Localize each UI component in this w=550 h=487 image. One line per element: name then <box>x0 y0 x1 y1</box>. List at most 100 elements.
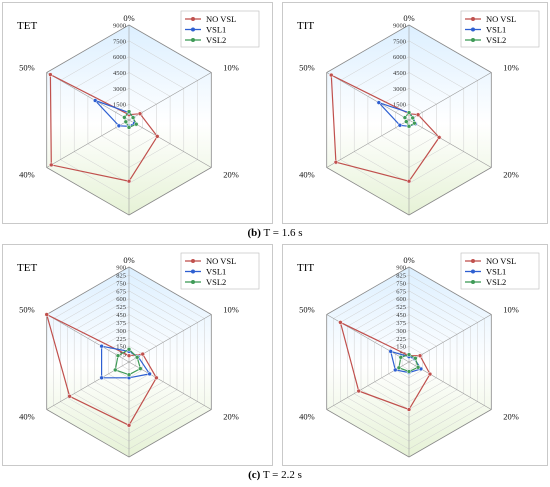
category-label: 40% <box>19 170 35 180</box>
category-label: 0% <box>123 13 134 23</box>
legend-label-vsl2: VSL2 <box>206 35 226 45</box>
category-label: 10% <box>503 305 519 315</box>
data-point-no-vsl <box>49 162 54 168</box>
tick-label: 450 <box>396 312 406 319</box>
category-label: 20% <box>223 412 239 422</box>
tick-label: 375 <box>396 320 406 327</box>
data-point-no-vsl <box>329 72 334 78</box>
data-point-vsl2 <box>130 115 136 120</box>
tick-label: 900 <box>396 265 406 272</box>
data-point-no-vsl <box>356 388 361 394</box>
legend-marker-no-vsl <box>191 259 195 263</box>
tick-label: 4500 <box>393 70 406 77</box>
tick-label: 825 <box>396 272 406 279</box>
chart-title: TET <box>17 262 37 274</box>
tick-label: 300 <box>396 328 406 335</box>
tick-label: 825 <box>116 272 126 279</box>
tick-label: 600 <box>116 296 126 303</box>
tick-label: 450 <box>116 312 126 319</box>
data-point-vsl1 <box>397 123 403 128</box>
tick-label: 225 <box>396 336 406 343</box>
tick-label: 750 <box>396 280 406 287</box>
category-label: 20% <box>503 170 519 180</box>
data-point-vsl2 <box>126 372 132 377</box>
data-point-vsl2 <box>115 353 121 358</box>
data-point-no-vsl <box>126 353 132 358</box>
caption-b-letter: (b) <box>247 227 261 239</box>
data-point-no-vsl <box>126 423 132 428</box>
legend-marker-vsl2 <box>471 280 475 284</box>
legend-marker-vsl2 <box>191 38 195 42</box>
data-point-no-vsl <box>154 375 159 381</box>
data-point-vsl1 <box>92 98 98 103</box>
radar-spoke <box>326 119 410 168</box>
tick-label: 1500 <box>113 102 126 109</box>
legend-label-vsl1: VSL1 <box>206 267 226 277</box>
legend-marker-vsl1 <box>191 269 195 274</box>
legend-label-no-vsl: NO VSL <box>206 256 236 266</box>
tick-label: 600 <box>396 296 406 303</box>
tick-label: 6000 <box>393 54 406 61</box>
data-point-no-vsl <box>417 353 423 358</box>
chart-title: TIT <box>297 20 314 32</box>
data-point-vsl1 <box>393 367 398 373</box>
category-label: 20% <box>223 170 239 180</box>
radar-spoke <box>326 72 410 121</box>
legend-label-no-vsl: NO VSL <box>206 14 236 24</box>
category-label: 50% <box>19 305 35 315</box>
category-label: 0% <box>123 255 134 265</box>
radar-spoke <box>128 72 212 121</box>
data-point-vsl2 <box>406 352 412 357</box>
tick-label: 525 <box>116 304 126 311</box>
radar-spoke <box>46 119 130 168</box>
category-label: 10% <box>223 305 239 315</box>
caption-c-text: T = 2.2 s <box>260 469 302 481</box>
data-point-no-vsl <box>44 312 49 317</box>
data-point-no-vsl <box>406 178 412 184</box>
data-point-vsl1 <box>147 371 152 377</box>
chart-title: TET <box>17 20 37 32</box>
legend-marker-no-vsl <box>191 17 195 21</box>
legend-marker-vsl1 <box>471 269 475 274</box>
data-point-vsl2 <box>406 369 412 374</box>
category-label: 10% <box>503 63 519 73</box>
category-label: 0% <box>403 255 414 265</box>
legend-marker-no-vsl <box>471 259 475 263</box>
tick-label: 750 <box>116 280 126 287</box>
data-point-vsl2 <box>412 120 417 126</box>
data-point-vsl2 <box>126 125 132 130</box>
caption-c-letter: (c) <box>248 469 261 481</box>
radar-spoke <box>408 314 492 363</box>
data-point-vsl2 <box>113 367 118 373</box>
data-point-no-vsl <box>415 112 421 117</box>
category-label: 30% <box>401 222 417 223</box>
legend-label-vsl2: VSL2 <box>206 277 226 287</box>
category-label: 10% <box>223 63 239 73</box>
chart-panel-3: 75 150 225 300 375 450 525 600 675 750 825 900 0% 10%… <box>2 244 273 474</box>
data-point-no-vsl <box>67 394 72 399</box>
data-point-no-vsl <box>155 134 160 139</box>
data-point-vsl2 <box>126 347 132 352</box>
tick-label: 7500 <box>393 38 406 45</box>
tick-label: 900 <box>116 265 126 272</box>
data-point-vsl2 <box>123 119 129 125</box>
radar-spoke <box>46 72 130 121</box>
category-label: 0% <box>403 13 414 23</box>
tick-label: 150 <box>396 344 406 351</box>
category-label: 20% <box>503 412 519 422</box>
data-point-vsl2 <box>396 365 402 371</box>
data-point-vsl2 <box>415 365 421 370</box>
data-point-vsl1 <box>99 375 104 381</box>
category-label: 50% <box>299 63 315 73</box>
caption-c: (c) T = 2.2 s <box>0 469 550 481</box>
data-point-vsl2 <box>413 356 418 361</box>
tick-label: 525 <box>396 304 406 311</box>
data-point-vsl2 <box>406 110 412 115</box>
chart-panel-4: 75 150 225 300 375 450 525 600 675 750 825 900 0% 10%… <box>282 244 548 474</box>
radar-chart-tit-2: 751502253003754505256006757508259000%10%… <box>297 252 540 474</box>
radar-spoke <box>46 314 130 363</box>
chart-title: TIT <box>297 262 314 274</box>
